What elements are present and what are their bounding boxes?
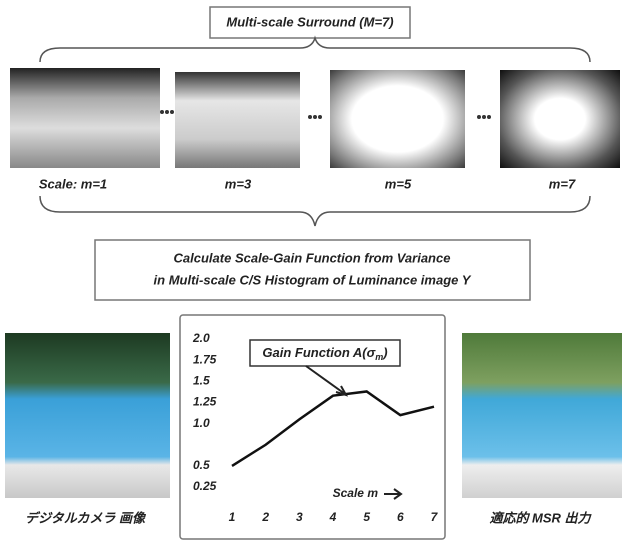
x-tick-label: 6 xyxy=(397,510,404,524)
brace xyxy=(40,196,590,226)
x-tick-label: 2 xyxy=(261,510,269,524)
process-text: in Multi-scale C/S Histogram of Luminanc… xyxy=(154,272,472,287)
annotation-subscript: m xyxy=(375,352,383,362)
y-tick-label: 2.0 xyxy=(192,331,210,345)
y-tick-label: 0.25 xyxy=(193,479,217,493)
annotation-text: Gain Function A( xyxy=(262,345,368,360)
x-tick-label: 5 xyxy=(363,510,370,524)
y-tick-label: 1.25 xyxy=(193,395,217,409)
x-tick-label: 4 xyxy=(329,510,337,524)
scale-label: m=3 xyxy=(225,176,252,191)
scale-label: Scale: m=1 xyxy=(39,176,107,191)
scale-label: m=7 xyxy=(549,176,576,191)
y-tick-label: 1.75 xyxy=(193,352,217,366)
output-caption: 適応的 MSR 出力 xyxy=(489,510,592,525)
input-caption: デジタルカメラ 画像 xyxy=(25,510,147,525)
input-photo xyxy=(5,333,170,498)
annotation: Gain Function A(σm) xyxy=(262,345,387,362)
scale-image xyxy=(500,70,620,168)
x-tick-label: 1 xyxy=(229,510,236,524)
x-tick-label: 3 xyxy=(296,510,303,524)
scale-image xyxy=(330,70,465,168)
process-box xyxy=(95,240,530,300)
y-tick-label: 1.0 xyxy=(193,416,210,430)
scale-label: m=5 xyxy=(385,176,412,191)
process-text: Calculate Scale-Gain Function from Varia… xyxy=(174,250,451,265)
x-axis-label: Scale m xyxy=(333,486,379,500)
brace xyxy=(40,38,590,62)
scale-image xyxy=(175,72,300,168)
scale-image xyxy=(10,68,160,168)
y-tick-label: 0.5 xyxy=(193,458,210,472)
page: Multi-scale Surround (M=7) Scale: m=1 m=… xyxy=(0,0,626,543)
title: Multi-scale Surround (M=7) xyxy=(226,14,393,29)
output-photo xyxy=(462,333,622,498)
y-tick-label: 1.5 xyxy=(193,373,210,387)
